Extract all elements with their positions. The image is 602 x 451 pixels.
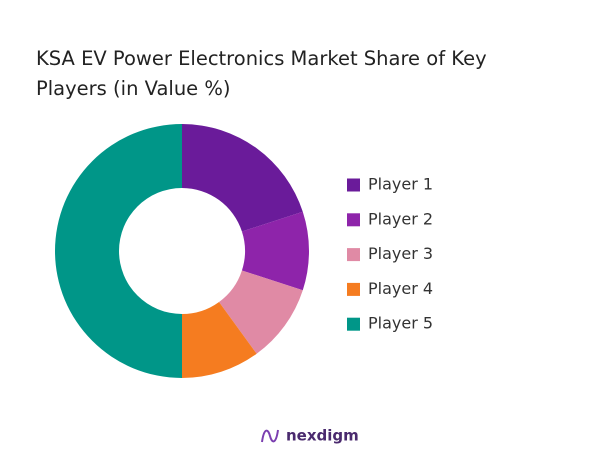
legend-swatch <box>347 248 360 262</box>
legend-label: Player 2 <box>368 209 433 228</box>
legend-swatch <box>347 178 360 192</box>
legend-swatch <box>347 213 360 227</box>
chart-title: KSA EV Power Electronics Market Share of… <box>36 47 487 100</box>
donut-slice <box>55 124 182 378</box>
legend-swatch <box>347 317 360 331</box>
donut-slice <box>182 124 303 232</box>
brand: nexdigm <box>286 427 359 445</box>
donut-slice <box>241 211 309 291</box>
legend-label: Player 3 <box>368 244 433 263</box>
donut-slice <box>219 270 303 354</box>
legend-swatch <box>347 282 360 296</box>
legend-label: Player 4 <box>368 279 433 298</box>
donut-slice <box>182 301 257 378</box>
legend-label: Player 1 <box>368 175 433 194</box>
legend-label: Player 5 <box>368 314 433 333</box>
logo-icon <box>261 429 279 443</box>
